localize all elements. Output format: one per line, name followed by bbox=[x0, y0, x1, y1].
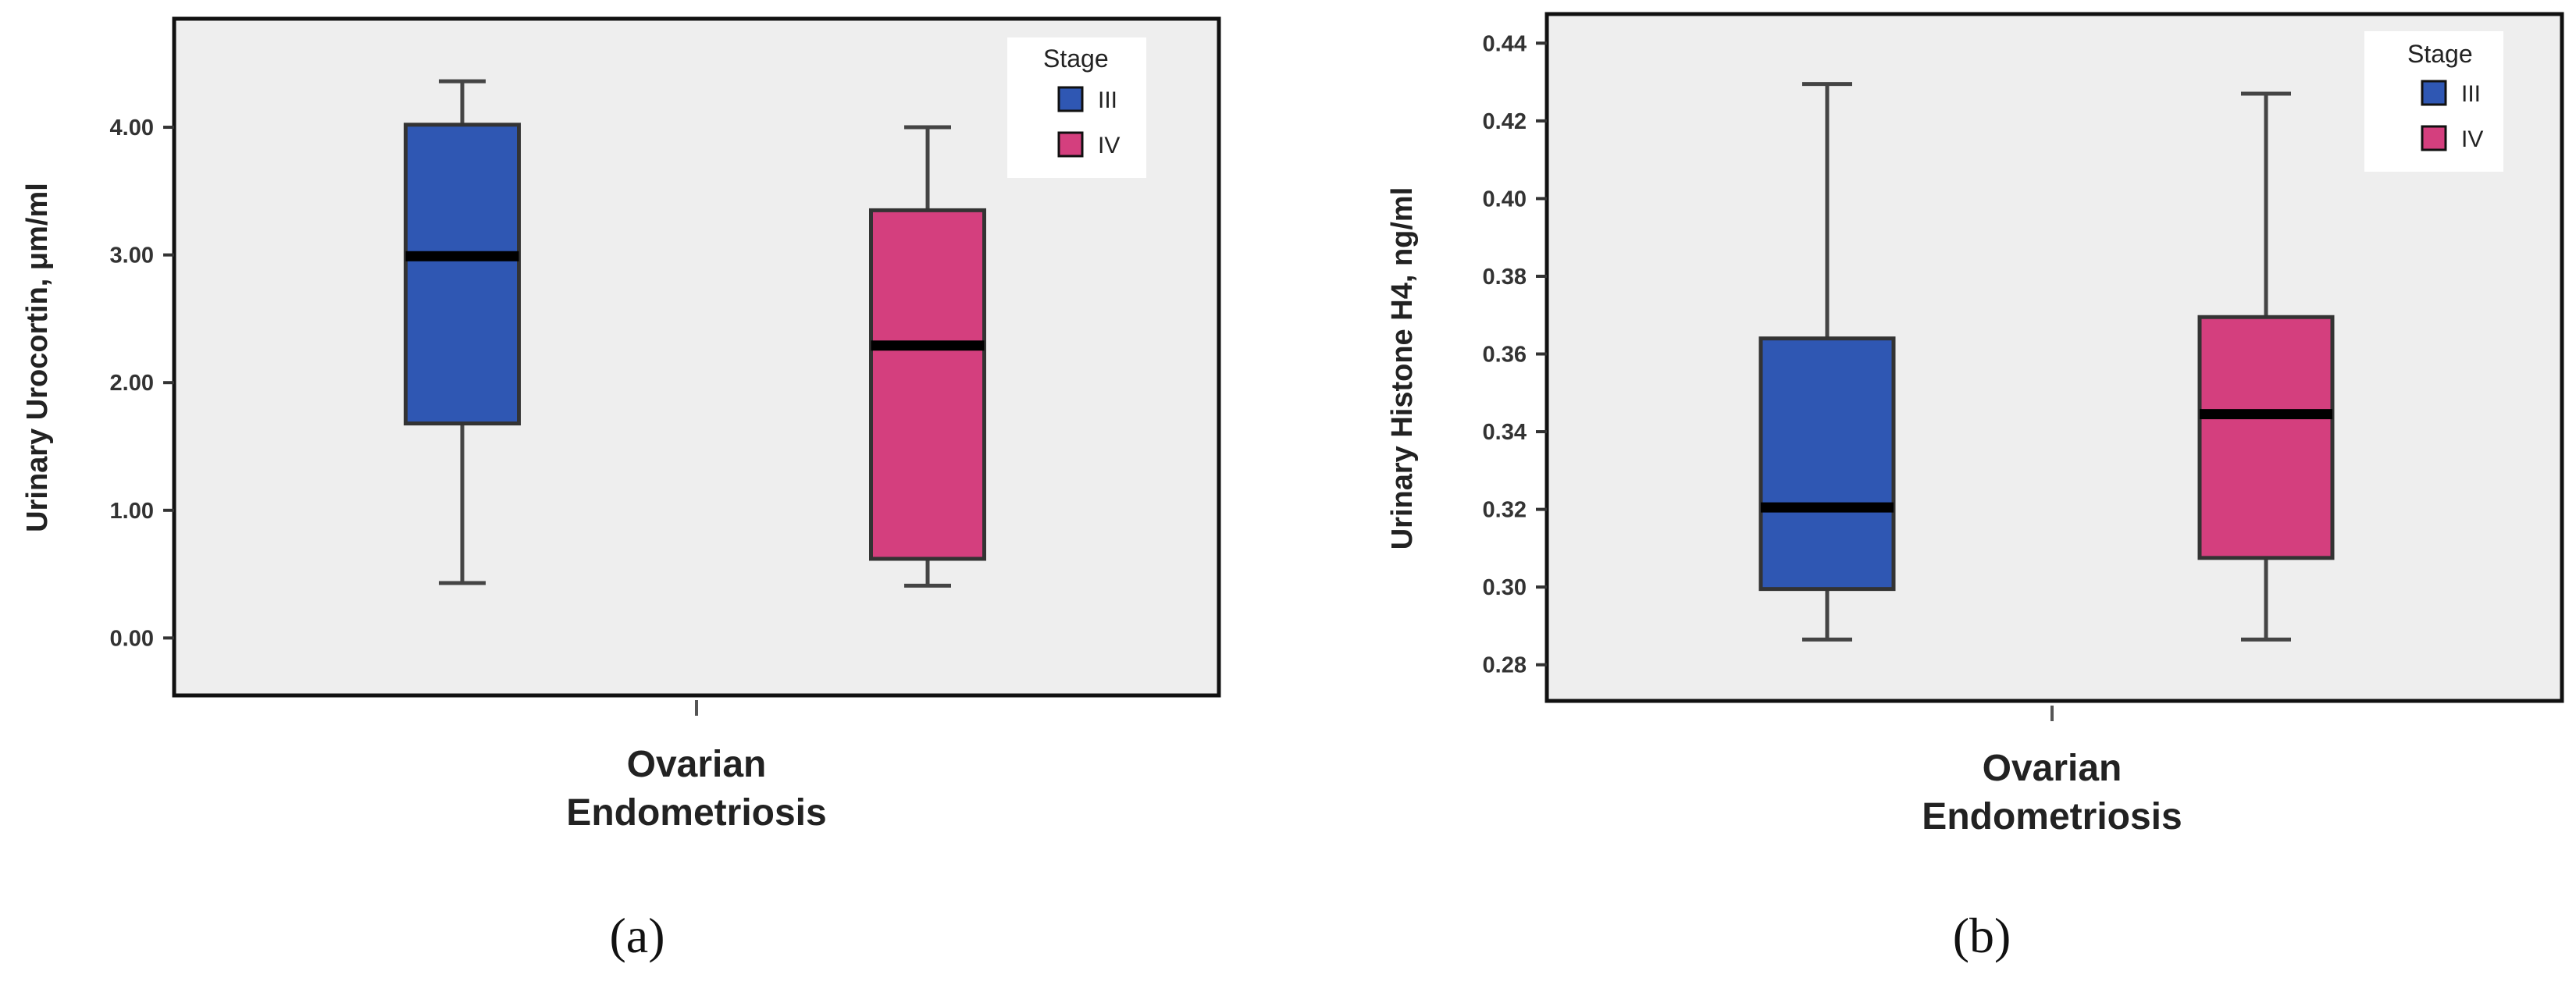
box-iv-b bbox=[2197, 91, 2335, 642]
x-axis-label-line1-a: Ovarian bbox=[627, 744, 767, 785]
iqr-box bbox=[2197, 315, 2335, 560]
panel-label-b: (b) bbox=[1953, 908, 2011, 963]
y-tick-label: 2.00 bbox=[110, 371, 154, 396]
y-tick-label: 3.00 bbox=[110, 244, 154, 268]
legend-b: Stage III IV bbox=[2364, 31, 2503, 172]
legend-label-iv-b: IV bbox=[2461, 126, 2483, 152]
legend-swatch-iii-b bbox=[2421, 80, 2447, 106]
y-tick-label: 0.30 bbox=[1483, 575, 1527, 600]
box-iii-b bbox=[1758, 82, 1896, 642]
y-tick-label: 0.40 bbox=[1483, 187, 1527, 212]
legend-label-iii-a: III bbox=[1098, 87, 1117, 113]
y-tick-label: 0.00 bbox=[110, 626, 154, 651]
y-tick-label: 0.36 bbox=[1483, 343, 1527, 368]
y-tick-label: 0.34 bbox=[1483, 420, 1527, 445]
box-iii-a bbox=[404, 79, 521, 585]
y-tick-label: 0.44 bbox=[1483, 31, 1527, 56]
panel-label-a: (a) bbox=[609, 908, 664, 963]
y-axis-label-a: Urinary Urocortin, μm/ml bbox=[21, 183, 54, 532]
x-axis-label-line2-a: Endometriosis bbox=[566, 792, 826, 834]
legend-label-iii-b: III bbox=[2461, 81, 2481, 107]
legend-swatch-iv-b bbox=[2421, 125, 2447, 151]
iqr-box bbox=[869, 208, 986, 561]
y-tick-label: 0.42 bbox=[1483, 109, 1527, 134]
legend-title-b: Stage bbox=[2407, 40, 2473, 68]
y-tick-label: 0.32 bbox=[1483, 498, 1527, 523]
iqr-box bbox=[1758, 336, 1896, 592]
iqr-box bbox=[404, 123, 521, 426]
legend-label-iv-a: IV bbox=[1098, 133, 1120, 158]
x-axis-label-line1-b: Ovarian bbox=[1983, 748, 2122, 789]
legend-swatch-iii-a bbox=[1057, 86, 1084, 112]
y-ticks-a: 0.00 1.00 2.00 3.00 4.00 bbox=[110, 116, 174, 651]
x-axis-label-line2-b: Endometriosis bbox=[1922, 796, 2182, 837]
boxes-a bbox=[404, 79, 986, 588]
legend-title-a: Stage bbox=[1043, 44, 1109, 73]
y-axis-label-b: Urinary Histone H4, ng/ml bbox=[1386, 187, 1419, 550]
legend-a: Stage III IV bbox=[1007, 37, 1146, 178]
y-tick-label: 1.00 bbox=[110, 499, 154, 524]
y-tick-label: 0.28 bbox=[1483, 653, 1527, 678]
legend-swatch-iv-a bbox=[1057, 131, 1084, 158]
y-ticks-b: 0.28 0.30 0.32 0.34 0.36 0.38 0.40 0.42 0.44 bbox=[1483, 31, 1547, 678]
y-tick-label: 0.38 bbox=[1483, 265, 1527, 290]
panel-b: 0.28 0.30 0.32 0.34 0.36 0.38 0.40 0.42 0.44 Uri… bbox=[1386, 12, 2564, 963]
panel-a: 0.00 1.00 2.00 3.00 4.00 Urinary Urocortin, … bbox=[21, 16, 1221, 963]
boxes-b bbox=[1758, 82, 2335, 642]
y-tick-label: 4.00 bbox=[110, 116, 154, 140]
box-iv-a bbox=[869, 125, 986, 588]
